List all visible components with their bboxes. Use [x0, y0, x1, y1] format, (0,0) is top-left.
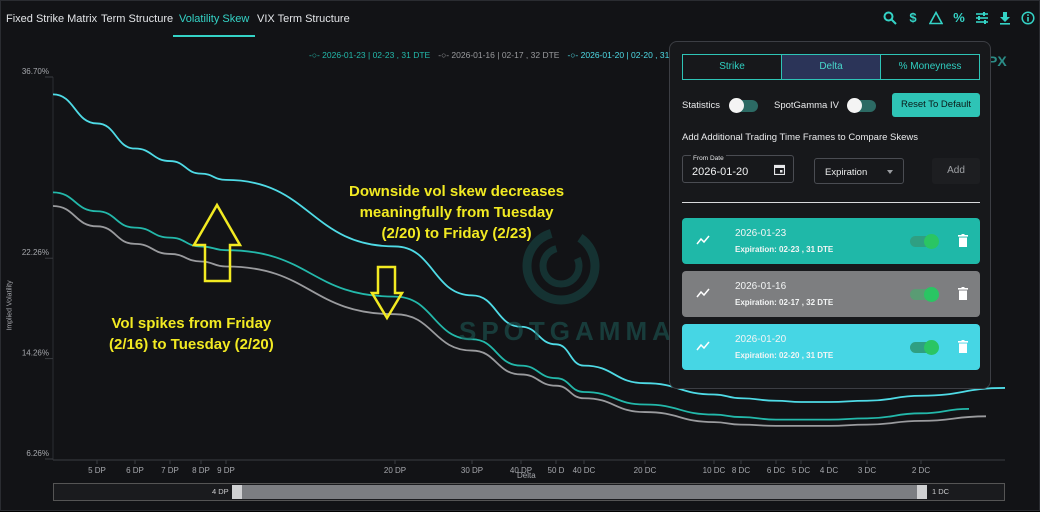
trash-icon[interactable] [958, 287, 968, 300]
x-tick-label: 8 DC [732, 466, 750, 475]
skew-card-expiration: Expiration: 02-17 , 32 DTE [735, 298, 834, 307]
calendar-icon[interactable] [774, 164, 785, 175]
x-tick-label: 5 DP [88, 466, 106, 475]
add-timeframe-button[interactable]: Add [932, 158, 980, 184]
chevron-down-icon [887, 170, 893, 174]
x-tick-label: 8 DP [192, 466, 210, 475]
range-end-handle[interactable] [917, 485, 927, 499]
skew-card-toggle[interactable] [910, 234, 939, 249]
range-end-label: 1 DC [932, 487, 950, 496]
from-date-value[interactable]: 2026-01-20 [692, 166, 749, 178]
search-icon[interactable] [883, 10, 897, 26]
y-tick-label: 22.26% [22, 248, 49, 257]
x-tick-label: 20 DC [634, 466, 657, 475]
mode-delta-button[interactable]: Delta [781, 55, 880, 79]
mode-moneyness-button[interactable]: % Moneyness [880, 55, 979, 79]
y-tick-label: 36.70% [22, 67, 49, 76]
panel-divider [682, 202, 980, 203]
x-tick-label: 3 DC [858, 466, 876, 475]
expiration-select[interactable]: Expiration [814, 158, 904, 184]
x-tick-label: 40 DC [573, 466, 596, 475]
x-tick-label: 5 DC [792, 466, 810, 475]
spotgamma-iv-toggle[interactable] [847, 98, 876, 113]
x-tick-label: 2 DC [912, 466, 930, 475]
compare-heading: Add Additional Trading Time Frames to Co… [682, 132, 919, 143]
from-date-field[interactable]: From Date 2026-01-20 [682, 155, 794, 183]
statistics-toggle[interactable] [729, 98, 758, 113]
tab-volatility-skew[interactable]: Volatility Skew [172, 1, 256, 37]
skew-card[interactable]: 2026-01-20 Expiration: 02-20 , 31 DTE [682, 324, 980, 370]
series-line[interactable] [52, 93, 1006, 403]
legend-entry[interactable]: -○- 2026-01-16 | 02-17 , 32 DTE [438, 50, 560, 60]
chart-legend[interactable]: -○- 2026-01-23 | 02-23 , 31 DTE -○- 2026… [309, 50, 689, 60]
top-nav: Fixed Strike Matrix Term Structure Volat… [1, 1, 1040, 37]
dollar-icon[interactable]: $ [909, 10, 917, 25]
range-window[interactable] [236, 485, 918, 499]
x-tick-label: 4 DC [820, 466, 838, 475]
x-tick-label: 9 DP [217, 466, 235, 475]
download-icon[interactable] [998, 10, 1012, 26]
triangle-icon[interactable] [929, 10, 943, 26]
tab-fixed-strike-matrix[interactable]: Fixed Strike Matrix [6, 13, 98, 25]
range-start-label: 4 DP [212, 487, 229, 496]
skew-card-date: 2026-01-23 [735, 228, 787, 239]
x-tick-label: 6 DP [126, 466, 144, 475]
reset-default-button[interactable]: Reset To Default [892, 93, 980, 117]
legend-entry[interactable]: -○- 2026-01-20 | 02-20 , 31 DTE [567, 50, 689, 60]
x-tick-label: 30 DP [461, 466, 483, 475]
range-start-handle[interactable] [232, 485, 242, 499]
trash-icon[interactable] [958, 340, 968, 353]
x-tick-label: 6 DC [767, 466, 785, 475]
tab-vix-term-structure[interactable]: VIX Term Structure [257, 13, 350, 25]
axis-mode-toggle: Strike Delta % Moneyness [682, 54, 980, 80]
tab-term-structure[interactable]: Term Structure [101, 13, 174, 25]
mode-strike-button[interactable]: Strike [719, 61, 745, 72]
expiration-select-value: Expiration [825, 167, 868, 178]
skew-card-expiration: Expiration: 02-23 , 31 DTE [735, 245, 834, 254]
volatility-skew-chart: 36.70% 22.26% 14.26% 6.26% 5 DP 6 DP 7 DP 8 DP… [1, 37, 1040, 512]
skew-card-expiration: Expiration: 02-20 , 31 DTE [735, 351, 834, 360]
y-tick-label: 6.26% [26, 449, 49, 458]
trend-line-icon [696, 235, 710, 245]
info-icon[interactable] [1021, 10, 1035, 26]
watermark-text: SPOTGAMMA [459, 316, 676, 346]
skew-card-date: 2026-01-20 [735, 334, 787, 345]
x-tick-label: 20 DP [384, 466, 406, 475]
range-scroller[interactable]: 4 DP 1 DC [53, 483, 1005, 501]
y-axis-label: Implied Volatility [6, 280, 14, 331]
x-tick-label: 50 D [548, 466, 565, 475]
skew-card[interactable]: 2026-01-23 Expiration: 02-23 , 31 DTE [682, 218, 980, 264]
skew-card-toggle[interactable] [910, 340, 939, 355]
legend-entry[interactable]: -○- 2026-01-23 | 02-23 , 31 DTE [309, 50, 431, 60]
chart-canvas: 36.70% 22.26% 14.26% 6.26% 5 DP 6 DP 7 DP 8 DP… [22, 67, 1006, 475]
up-arrow-icon [191, 202, 243, 283]
spotgamma-watermark-icon [522, 227, 600, 305]
down-arrow-icon [369, 265, 405, 321]
toolbar-icons: $ % [883, 10, 1035, 26]
y-tick-label: 14.26% [22, 349, 49, 358]
annotation-vol-spike: Vol spikes from Friday (2/16) to Tuesday… [109, 315, 274, 353]
x-tick-label: 10 DC [703, 466, 726, 475]
skew-card[interactable]: 2026-01-16 Expiration: 02-17 , 32 DTE [682, 271, 980, 317]
sliders-icon[interactable] [975, 10, 989, 26]
percent-icon[interactable]: % [953, 10, 965, 25]
skew-card-toggle[interactable] [910, 287, 939, 302]
statistics-label: Statistics [682, 100, 721, 111]
annotation-skew-decrease: Downside vol skew decreases meaningfully… [349, 183, 565, 242]
x-axis-label: Delta [517, 471, 536, 480]
x-tick-label: 40 DP [510, 466, 532, 475]
x-tick-label: 7 DP [161, 466, 179, 475]
skew-settings-panel: Strike Delta % Moneyness Statistics Spot… [669, 41, 991, 389]
trend-line-icon [696, 288, 710, 298]
partial-ticker-label: PX [988, 53, 1007, 69]
from-date-caption: From Date [691, 155, 726, 162]
trash-icon[interactable] [958, 234, 968, 247]
spotgamma-iv-label: SpotGamma IV [774, 100, 839, 111]
series-line[interactable] [52, 205, 987, 427]
series-line[interactable] [52, 191, 970, 421]
trend-line-icon [696, 341, 710, 351]
skew-card-date: 2026-01-16 [735, 281, 787, 292]
